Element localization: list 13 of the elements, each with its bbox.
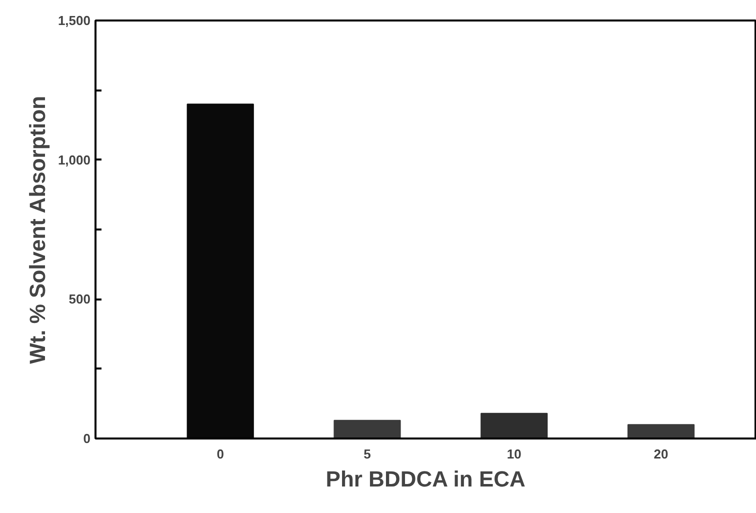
x-tick-label: 5 xyxy=(364,446,371,462)
y-tick-label: 1,000 xyxy=(58,152,91,168)
bar xyxy=(627,424,695,438)
y-tick-label: 1,500 xyxy=(58,13,91,28)
x-tick-label: 10 xyxy=(506,446,522,462)
bar xyxy=(334,420,401,438)
x-tick-label: 0 xyxy=(216,446,224,462)
y-axis-title: Wt. % Solvent Absorption xyxy=(24,96,50,364)
x-tick-label: 20 xyxy=(654,446,668,462)
y-tick-label: 500 xyxy=(68,292,91,307)
x-axis-title: Phr BDDCA in ECA xyxy=(326,466,526,492)
y-tick-label: 0 xyxy=(83,431,91,446)
bar xyxy=(480,412,548,438)
